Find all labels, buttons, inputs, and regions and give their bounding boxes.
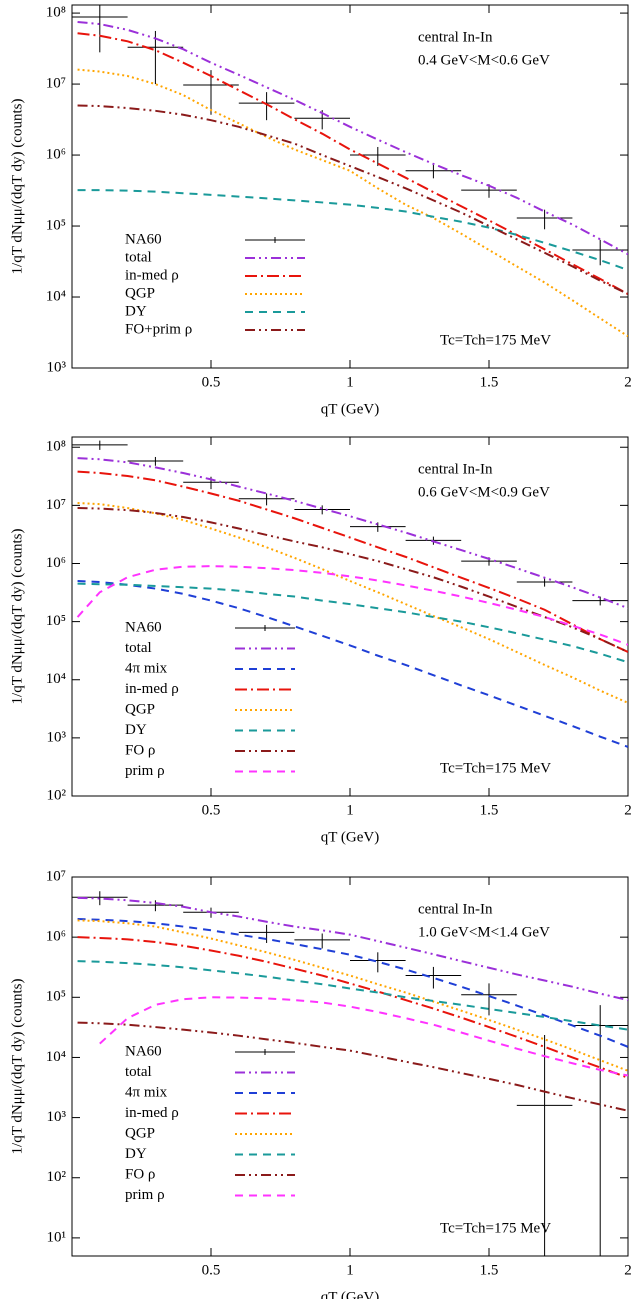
- x-tick-label: 1.5: [480, 802, 499, 818]
- legend-label: in-med ρ: [125, 267, 179, 283]
- plot-area: [72, 440, 628, 748]
- x-axis-label: qT (GeV): [321, 1289, 379, 1299]
- y-tick-label: 10⁶: [46, 555, 66, 571]
- x-tick-label: 0.5: [202, 802, 221, 818]
- curve: [77, 32, 628, 295]
- y-tick-label: 10⁴: [46, 1049, 66, 1065]
- y-tick-label: 10⁷: [46, 868, 66, 884]
- legend-label: prim ρ: [125, 763, 165, 779]
- x-tick-label: 1: [346, 1262, 354, 1278]
- annotation: 0.4 GeV<M<0.6 GeV: [418, 52, 550, 68]
- y-tick-label: 10⁷: [46, 497, 66, 513]
- y-tick-label: 10⁶: [46, 929, 66, 945]
- plot-area: [72, 891, 628, 1256]
- legend-label: total: [125, 249, 152, 265]
- y-tick-label: 10⁸: [46, 5, 66, 21]
- x-tick-label: 1: [346, 374, 354, 390]
- y-tick-label: 10⁴: [46, 671, 66, 687]
- x-tick-label: 0.5: [202, 374, 221, 390]
- curve: [76, 565, 628, 646]
- curve: [99, 996, 628, 1077]
- y-tick-label: 10⁶: [46, 146, 66, 162]
- y-axis-label: 1/qT dNμμ/(dqT dy) (counts): [9, 979, 25, 1155]
- legend-label: in-med ρ: [125, 681, 179, 697]
- curve: [77, 470, 628, 653]
- x-tick-label: 2: [624, 802, 631, 818]
- curve: [77, 20, 628, 256]
- plot-area: [72, 5, 628, 338]
- annotation: central In-In: [418, 901, 493, 917]
- curve: [77, 104, 628, 295]
- annotation: central In-In: [418, 461, 493, 477]
- y-tick-label: 10³: [47, 359, 67, 375]
- annotation: 0.6 GeV<M<0.9 GeV: [418, 484, 550, 500]
- legend-label: DY: [125, 722, 147, 738]
- curve: [77, 1021, 628, 1112]
- annotation: central In-In: [418, 29, 493, 45]
- x-tick-label: 1.5: [480, 374, 499, 390]
- x-tick-label: 1: [346, 802, 354, 818]
- legend-label: DY: [125, 303, 147, 319]
- x-tick-label: 0.5: [202, 1262, 221, 1278]
- y-tick-label: 10²: [47, 1169, 67, 1185]
- curve: [77, 189, 628, 271]
- curve: [77, 960, 628, 1031]
- y-axis-label: 1/qT dNμμ/(dqT dy) (counts): [9, 99, 25, 275]
- legend-label: DY: [125, 1146, 147, 1162]
- y-tick-label: 10³: [47, 1109, 67, 1125]
- curve: [77, 457, 628, 610]
- panel: 10² 10³ 10⁴ 10⁵ 10⁶ 10⁷ 10⁸ 0.5 1 1.5 2 qT (GeV) 1/q…: [9, 436, 631, 845]
- legend-label: total: [125, 1064, 152, 1080]
- annotation: 1.0 GeV<M<1.4 GeV: [418, 924, 550, 940]
- y-tick-label: 10³: [47, 729, 67, 745]
- annotation: Tc=Tch=175 MeV: [440, 332, 551, 348]
- y-tick-label: 10¹: [47, 1229, 67, 1245]
- y-tick-label: 10⁷: [46, 76, 66, 92]
- curve: [77, 918, 628, 1048]
- legend-label: NA60: [125, 1043, 162, 1059]
- legend-label: FO ρ: [125, 742, 155, 758]
- legend-label: 4π mix: [125, 660, 168, 676]
- y-tick-label: 10²: [47, 787, 67, 803]
- legend-label: FO+prim ρ: [125, 321, 192, 337]
- curve: [77, 936, 628, 1079]
- y-tick-label: 10⁵: [46, 613, 66, 629]
- x-tick-label: 2: [624, 374, 631, 390]
- y-tick-label: 10⁴: [46, 288, 66, 304]
- legend-label: FO ρ: [125, 1166, 155, 1182]
- x-axis-label: qT (GeV): [321, 829, 379, 845]
- curve: [77, 68, 628, 338]
- x-axis-label: qT (GeV): [321, 401, 379, 417]
- legend-label: 4π mix: [125, 1084, 168, 1100]
- y-tick-label: 10⁵: [46, 989, 66, 1005]
- y-tick-label: 10⁵: [46, 217, 66, 233]
- panel: 10³ 10⁴ 10⁵ 10⁶ 10⁷ 10⁸ 0.5 1 1.5 2 qT (GeV) 1/qT d…: [9, 4, 631, 417]
- legend-label: QGP: [125, 701, 155, 717]
- legend-label: total: [125, 640, 152, 656]
- y-tick-label: 10⁸: [46, 439, 66, 455]
- legend-label: in-med ρ: [125, 1105, 179, 1121]
- legend-label: QGP: [125, 285, 155, 301]
- curve: [77, 582, 628, 664]
- legend-label: QGP: [125, 1125, 155, 1141]
- legend-label: prim ρ: [125, 1187, 165, 1203]
- annotation: Tc=Tch=175 MeV: [440, 1220, 551, 1236]
- legend-label: NA60: [125, 231, 162, 247]
- x-tick-label: 2: [624, 1262, 631, 1278]
- x-tick-label: 1.5: [480, 1262, 499, 1278]
- curve: [77, 896, 628, 1002]
- y-axis-label: 1/qT dNμμ/(dqT dy) (counts): [9, 529, 25, 705]
- curve: [77, 501, 628, 704]
- annotation: Tc=Tch=175 MeV: [440, 760, 551, 776]
- curve: [77, 579, 628, 748]
- panel: 10¹ 10² 10³ 10⁴ 10⁵ 10⁶ 10⁷ 0.5 1 1.5 2 qT (GeV) 1/q…: [9, 868, 631, 1299]
- legend-label: NA60: [125, 619, 162, 635]
